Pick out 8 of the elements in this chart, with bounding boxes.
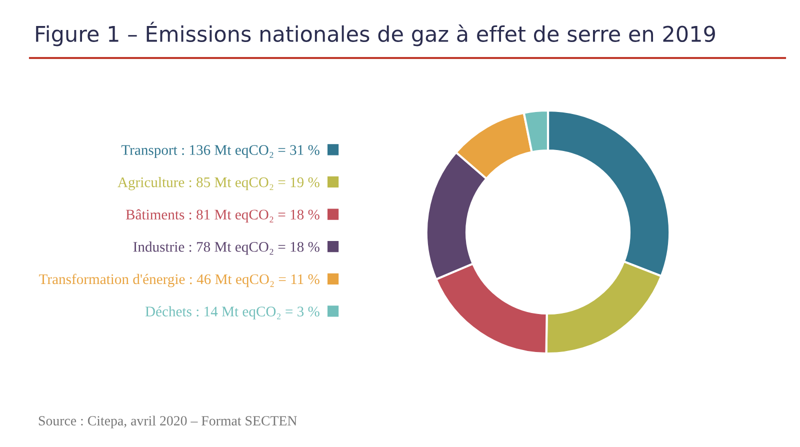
legend-label: Bâtiments : 81 Mt eqCO₂ = 18 % [126,209,320,222]
legend-label: Transformation d'énergie : 46 Mt eqCO₂ = 11 % [39,274,320,288]
legend-label: Industrie : 78 Mt eqCO₂ = 18 % [133,242,320,255]
legend-label: Déchets : 14 Mt eqCO₂ = 3 % [145,306,320,320]
chart-title: Figure 1 – Émissions nationales de gaz à effet de serre en 2019 [36,22,715,46]
source-note: Source : Citepa, avril 2020 – Format SECTEN [38,416,297,428]
legend-label: Transport : 136 Mt eqCO₂ = 31 % [121,145,320,158]
legend-label: Agriculture : 85 Mt eqCO₂ = 19 % [118,176,320,190]
